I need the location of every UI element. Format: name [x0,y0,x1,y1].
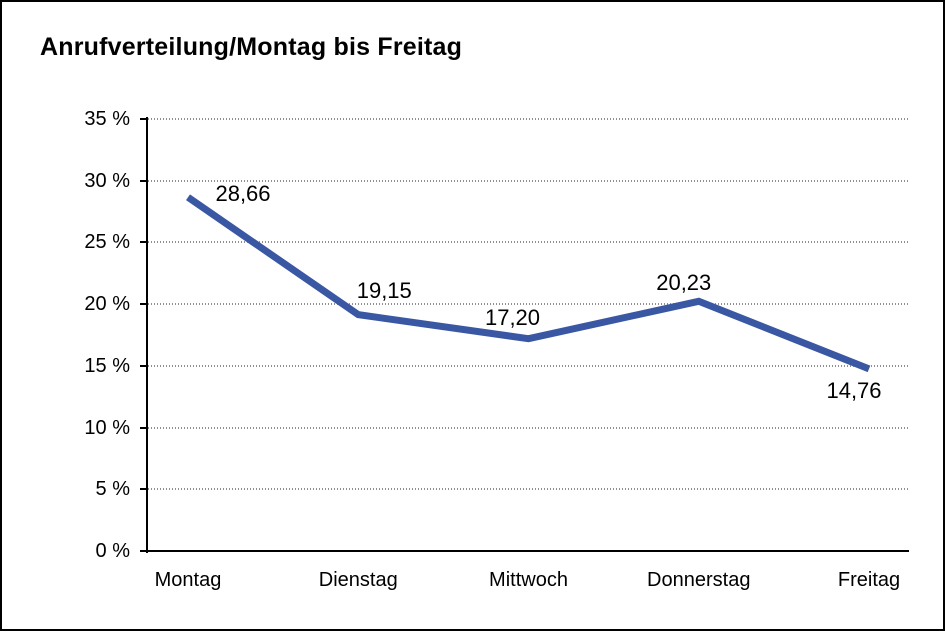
y-tick-label: 25 % [84,231,130,254]
gridline-30-percent [148,179,908,182]
data-point-label: 17,20 [484,304,541,330]
data-point-label: 14,76 [826,377,882,403]
y-tick-label: 35 % [84,108,130,130]
y-axis-tick [140,488,146,491]
gridline-25-percent [148,241,908,244]
y-axis-tick [140,550,146,552]
data-point-label: 28,66 [215,181,271,207]
y-tick-label: 20 % [84,293,130,316]
x-axis-label: Montag [154,569,222,591]
y-tick-label: 30 % [84,169,130,192]
y-axis-tick [140,426,146,429]
y-axis-tick [140,303,146,306]
x-axis-label: Donnerstag [647,569,751,591]
x-axis-label: Freitag [837,569,901,591]
gridline-15-percent [148,364,908,367]
y-axis-tick [140,179,146,182]
y-axis-tick [140,364,146,367]
gridline-10-percent [148,426,908,429]
y-tick-label: 10 % [84,416,130,439]
data-point-label: 19,15 [356,277,412,303]
x-axis-line [146,550,909,552]
gridline-5-percent [148,488,908,491]
y-tick-label: 5 % [95,478,130,501]
y-axis-line [146,117,148,553]
gridline-20-percent [148,303,908,306]
data-point-label: 20,23 [656,270,712,296]
x-axis-label: Mittwoch [489,569,568,591]
x-axis-label: Dienstag [318,569,398,591]
gridline-35-percent [148,118,908,120]
chart-title: Anrufverteilung/Montag bis Freitag [40,33,463,61]
series-line [186,194,871,373]
y-axis-tick [140,118,146,120]
y-tick-label: 0 % [95,540,130,562]
y-axis-tick [140,241,146,244]
y-tick-label: 15 % [84,354,130,377]
